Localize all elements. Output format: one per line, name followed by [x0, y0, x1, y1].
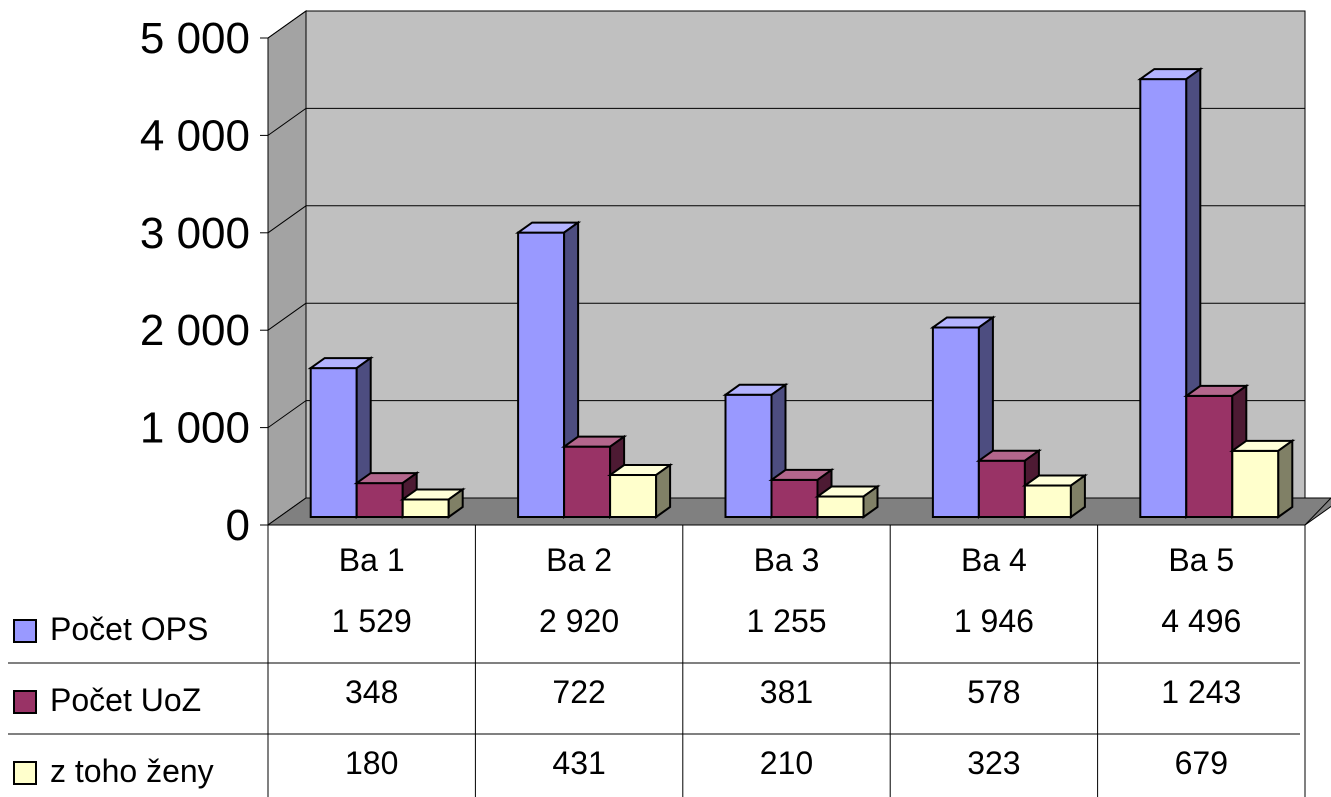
- data-table: Ba 1 Ba 2 Ba 3 Ba 4 Ba 5 Počet OPS 1 529 2 920 1…: [8, 525, 1306, 797]
- bar-2-5: [1185, 394, 1234, 518]
- data-label-3-5: 679: [1175, 745, 1228, 781]
- data-label-2-5: 1 243: [1161, 674, 1241, 710]
- bar-3-1: [401, 498, 450, 518]
- bar-side-3-3: [862, 484, 879, 519]
- bar-side-3-1: [447, 487, 464, 519]
- bar-1-4: [931, 326, 980, 518]
- bar-3-5: [1231, 449, 1280, 518]
- gridline-side: [267, 107, 307, 136]
- x-tick-label: Ba 1: [339, 542, 405, 578]
- gridline-side: [267, 400, 307, 429]
- y-tick-label: 5 000: [140, 14, 250, 63]
- gridline-side: [267, 205, 307, 234]
- bars: [307, 67, 1296, 519]
- data-label-1-5: 4 496: [1161, 603, 1241, 639]
- bar-2-2: [563, 445, 612, 518]
- bar-side-3-4: [1069, 473, 1086, 519]
- gridline-side: [267, 302, 307, 331]
- bar-1-3: [724, 393, 773, 518]
- legend-label-3: z toho ženy: [50, 753, 214, 789]
- bar-1-1: [309, 367, 358, 519]
- x-tick-label: Ba 2: [546, 542, 612, 578]
- data-label-2-1: 348: [345, 674, 398, 710]
- y-tick-label: 2 000: [140, 306, 250, 355]
- bar-side-3-5: [1277, 438, 1294, 519]
- bar-3-4: [1023, 484, 1072, 518]
- gridline-side: [267, 10, 307, 39]
- y-tick-label: 3 000: [140, 209, 250, 258]
- data-label-2-4: 578: [967, 674, 1020, 710]
- y-tick-label: 0: [226, 501, 250, 550]
- y-axis: 0 1 000 2 000 3 000 4 000 5 000: [140, 14, 269, 550]
- legend-swatch-3: [13, 761, 37, 785]
- legend-label-1: Počet OPS: [50, 611, 208, 647]
- data-label-3-3: 210: [760, 745, 813, 781]
- data-label-2-2: 722: [552, 674, 605, 710]
- bar-side-3-2: [655, 463, 672, 519]
- gridlines: [267, 10, 1305, 429]
- legend-swatch-2: [13, 690, 37, 714]
- data-label-3-2: 431: [552, 745, 605, 781]
- y-tick-label: 1 000: [140, 404, 250, 453]
- data-label-3-1: 180: [345, 745, 398, 781]
- x-tick-label: Ba 4: [961, 542, 1027, 578]
- bar-1-5: [1139, 78, 1188, 518]
- data-label-3-4: 323: [967, 745, 1020, 781]
- bar-2-1: [355, 482, 404, 518]
- data-label-2-3: 381: [760, 674, 813, 710]
- legend-label-2: Počet UoZ: [50, 682, 201, 718]
- y-tick-label: 4 000: [140, 111, 250, 160]
- x-tick-label: Ba 3: [754, 542, 820, 578]
- data-label-1-3: 1 255: [746, 603, 826, 639]
- x-tick-label: Ba 5: [1168, 542, 1234, 578]
- bar-3-3: [816, 495, 865, 518]
- side-wall: [267, 10, 307, 526]
- bar-2-4: [977, 459, 1026, 518]
- legend-swatch-1: [13, 619, 37, 643]
- data-label-1-2: 2 920: [539, 603, 619, 639]
- bar-3-2: [609, 474, 658, 518]
- data-label-1-4: 1 946: [954, 603, 1034, 639]
- data-label-1-1: 1 529: [332, 603, 412, 639]
- bar-1-2: [517, 231, 566, 518]
- bar-2-3: [770, 478, 819, 518]
